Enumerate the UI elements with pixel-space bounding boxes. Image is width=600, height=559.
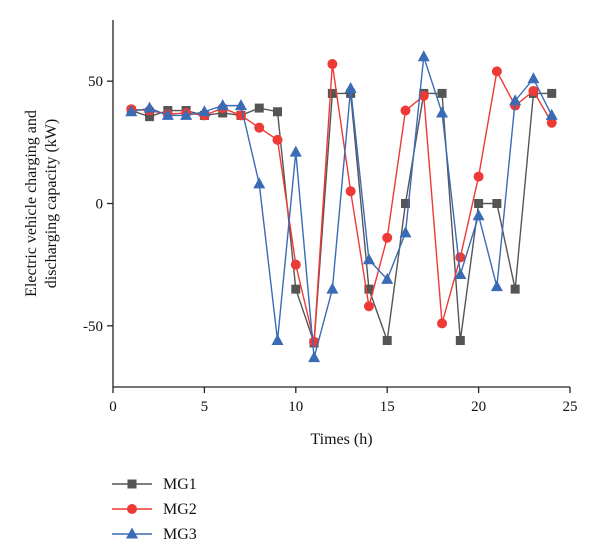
data-point-mg3 bbox=[344, 82, 357, 94]
data-point-mg2 bbox=[309, 336, 320, 347]
legend-label-mg2: MG2 bbox=[163, 501, 197, 518]
data-point-mg3 bbox=[454, 267, 467, 279]
x-tick-label: 15 bbox=[380, 399, 395, 415]
y-tick-label: -50 bbox=[83, 319, 103, 335]
data-point-mg3 bbox=[143, 101, 156, 113]
data-point-mg1 bbox=[400, 199, 410, 208]
data-point-mg2 bbox=[528, 85, 539, 96]
y-tick-label: 0 bbox=[96, 197, 104, 213]
data-point-mg2 bbox=[272, 134, 283, 145]
series-layer bbox=[125, 50, 558, 363]
data-point-mg2 bbox=[382, 232, 393, 243]
data-point-mg1 bbox=[254, 103, 264, 113]
data-point-mg3 bbox=[527, 72, 540, 84]
data-point-mg2 bbox=[437, 318, 448, 329]
data-point-mg1 bbox=[145, 112, 155, 122]
data-point-mg3 bbox=[399, 226, 412, 238]
data-point-mg2 bbox=[290, 259, 301, 270]
data-point-mg3 bbox=[271, 334, 284, 346]
data-point-mg1 bbox=[291, 284, 301, 294]
data-point-mg2 bbox=[254, 122, 265, 133]
data-point-mg3 bbox=[180, 108, 193, 120]
y-tick-label: 50 bbox=[88, 74, 103, 90]
data-point-mg1 bbox=[510, 284, 520, 294]
data-point-mg1 bbox=[437, 88, 447, 98]
data-point-mg2 bbox=[327, 59, 338, 70]
data-point-mg2 bbox=[345, 186, 356, 197]
data-point-mg1 bbox=[273, 107, 283, 117]
x-axis-title: Times (h) bbox=[310, 431, 372, 448]
data-point-mg3 bbox=[417, 50, 430, 62]
data-point-mg2 bbox=[400, 105, 411, 116]
data-point-mg1 bbox=[455, 336, 465, 346]
data-point-mg1 bbox=[492, 199, 502, 208]
series-mg3 bbox=[125, 50, 558, 363]
axes: 0 5 10 15 20 25 -50 0 50 bbox=[83, 20, 578, 415]
data-point-mg3 bbox=[289, 145, 302, 157]
data-point-mg3 bbox=[216, 99, 229, 111]
x-tick-label: 25 bbox=[563, 399, 578, 415]
data-point-mg2 bbox=[418, 90, 429, 101]
legend-label-mg1: MG1 bbox=[163, 476, 197, 493]
data-point-mg3 bbox=[198, 105, 211, 117]
legend-marker-mg2 bbox=[127, 504, 137, 514]
legend-marker-mg3 bbox=[126, 527, 138, 539]
x-tick-label: 10 bbox=[288, 399, 303, 415]
legend-marker-mg1 bbox=[127, 479, 137, 489]
data-point-mg2 bbox=[491, 66, 502, 77]
data-point-mg3 bbox=[253, 177, 266, 189]
data-point-mg3 bbox=[161, 108, 174, 120]
data-point-mg1 bbox=[547, 88, 557, 98]
x-tick-label: 5 bbox=[201, 399, 209, 415]
data-point-mg3 bbox=[490, 280, 503, 292]
x-tick-label: 0 bbox=[109, 399, 117, 415]
data-point-mg3 bbox=[509, 94, 522, 106]
data-point-mg3 bbox=[472, 209, 485, 221]
legend-item-mg3: MG3 bbox=[112, 526, 197, 543]
data-point-mg2 bbox=[455, 252, 466, 263]
data-point-mg2 bbox=[473, 171, 484, 182]
legend-item-mg2: MG2 bbox=[112, 501, 197, 518]
data-point-mg3 bbox=[362, 253, 375, 265]
data-point-mg1 bbox=[364, 284, 374, 294]
data-point-mg3 bbox=[436, 106, 449, 118]
y-axis-title-line-1: Electric vehicle charging and bbox=[23, 110, 40, 297]
data-point-mg1 bbox=[382, 336, 392, 346]
x-tick-label: 20 bbox=[471, 399, 486, 415]
data-point-mg3 bbox=[308, 351, 321, 363]
data-point-mg3 bbox=[326, 282, 339, 294]
legend: MG1 MG2 MG3 bbox=[112, 476, 197, 543]
data-point-mg2 bbox=[546, 117, 557, 128]
series-line-mg3 bbox=[131, 56, 553, 358]
data-point-mg3 bbox=[125, 105, 138, 117]
data-point-mg3 bbox=[381, 272, 394, 284]
data-point-mg1 bbox=[327, 88, 337, 98]
data-point-mg1 bbox=[474, 199, 484, 208]
data-point-mg3 bbox=[234, 99, 247, 111]
y-axis-title-line-2: discharging capacity (kW) bbox=[43, 119, 60, 288]
legend-item-mg1: MG1 bbox=[112, 476, 197, 493]
data-point-mg3 bbox=[545, 108, 558, 120]
legend-label-mg3: MG3 bbox=[163, 526, 197, 543]
data-point-mg2 bbox=[363, 301, 374, 312]
